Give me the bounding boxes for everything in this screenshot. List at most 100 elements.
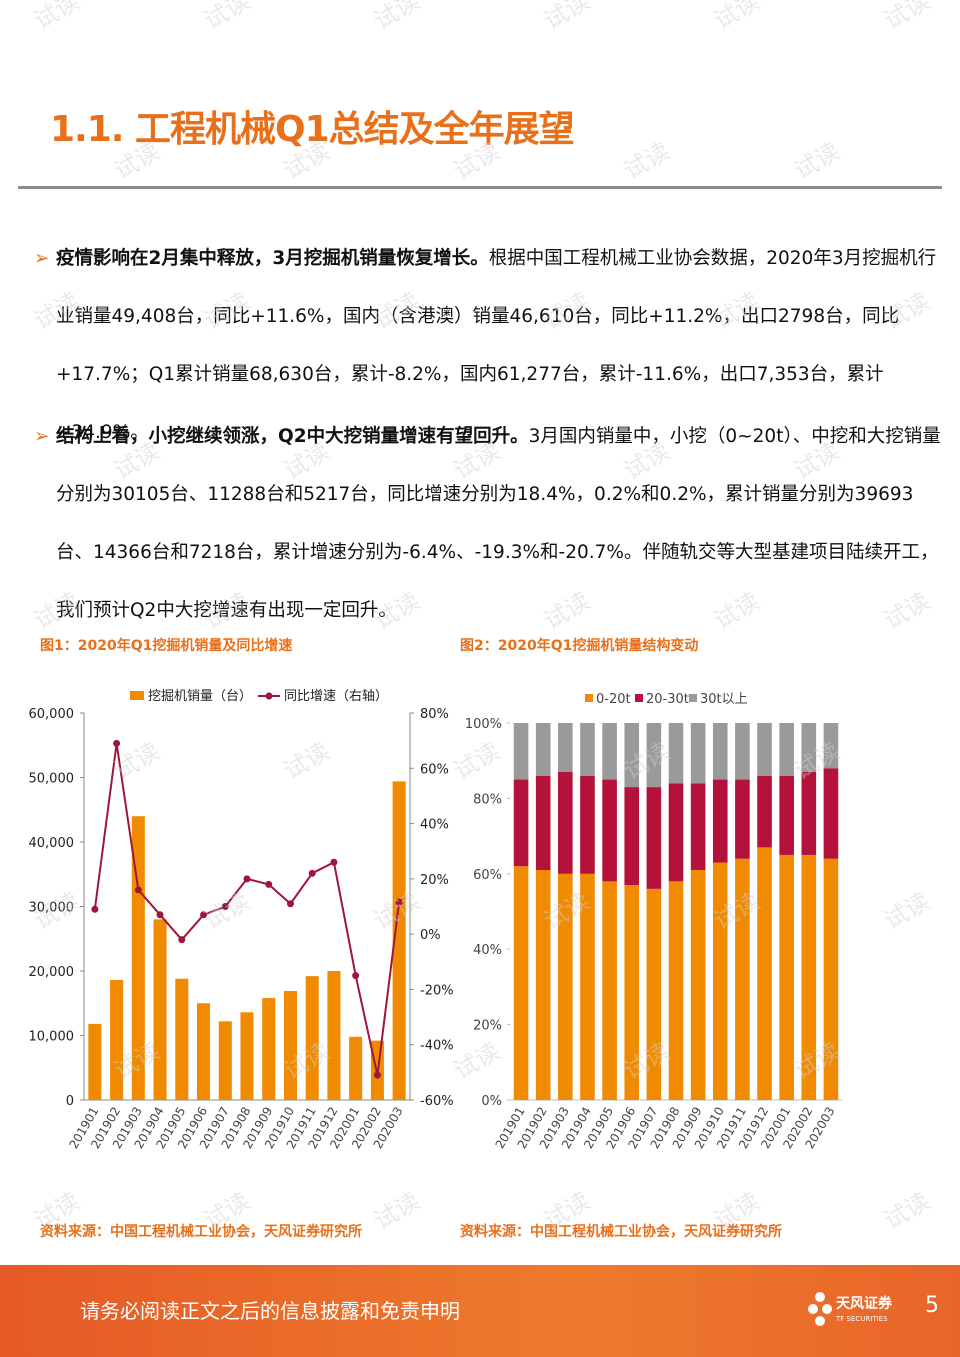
bar-segment <box>580 723 595 776</box>
figure-source: 资料来源：中国工程机械工业协会，天风证券研究所 <box>40 1223 362 1240</box>
y2-tick-label: -40% <box>420 1039 454 1054</box>
bar <box>88 1023 102 1100</box>
bar-segment <box>735 858 750 1100</box>
line-marker <box>113 739 121 747</box>
section-title: 1.1. 工程机械Q1总结及全年展望 <box>50 109 575 150</box>
bar-segment <box>801 854 817 1100</box>
legend-swatch <box>635 694 643 702</box>
bar-segment <box>823 768 839 859</box>
bar-segment <box>513 866 529 1100</box>
y-tick-label: 40,000 <box>29 836 75 851</box>
bar <box>240 1012 254 1100</box>
bar-segment <box>779 775 794 855</box>
y-tick-label: 50,000 <box>29 772 75 787</box>
bar <box>218 1021 232 1100</box>
paragraph-text: 3月国内销量中，小挖（0~20t）、中挖和大挖销量分别为30105台、11288… <box>56 426 941 621</box>
y-tick-label: 60% <box>473 868 502 883</box>
legend-swatch <box>130 691 144 700</box>
figure-title: 图2：2020年Q1挖掘机销量结构变动 <box>460 637 698 654</box>
bar-segment <box>558 772 573 874</box>
bullet: ➢ <box>34 248 50 269</box>
bar-segment <box>668 723 684 784</box>
bar-segment <box>690 783 706 871</box>
bar-segment <box>779 854 794 1100</box>
bar-segment <box>757 775 772 848</box>
bar <box>131 816 145 1100</box>
line-marker <box>200 911 208 919</box>
line-marker <box>352 972 360 980</box>
bar-segment <box>624 787 640 886</box>
bar-segment <box>624 723 640 788</box>
bar <box>349 1036 363 1100</box>
bar-segment <box>580 775 595 874</box>
bar-segment <box>823 723 839 769</box>
bar-segment <box>690 723 706 784</box>
line-marker <box>91 905 99 913</box>
y-tick-label: 20% <box>473 1019 502 1034</box>
disclaimer: 请务必阅读正文之后的信息披露和免责申明 <box>80 1299 460 1323</box>
y-tick-label: 60,000 <box>29 707 75 722</box>
legend-swatch <box>585 694 593 702</box>
bar <box>197 1003 211 1100</box>
bar-segment <box>580 873 595 1100</box>
footer: 请务必阅读正文之后的信息披露和免责申明 天风证券 TF SECURITIES 5 <box>0 1265 960 1357</box>
bar <box>262 998 276 1100</box>
page-number: 5 <box>925 1293 939 1318</box>
y-tick-label: 0 <box>66 1094 74 1109</box>
bar <box>110 980 124 1100</box>
y-tick-label: 80% <box>473 792 502 807</box>
bar-segment <box>646 787 662 889</box>
bar-segment <box>668 783 684 882</box>
line-marker <box>395 898 403 906</box>
bar-segment <box>602 723 617 780</box>
y-tick-label: 40% <box>473 943 502 958</box>
y2-tick-label: 20% <box>420 873 449 888</box>
bar-segment <box>668 881 684 1100</box>
y-tick-label: 30,000 <box>29 901 75 916</box>
legend-swatch <box>689 694 697 702</box>
bar <box>283 990 297 1100</box>
bar-segment <box>513 779 529 867</box>
y2-tick-label: 0% <box>420 928 441 943</box>
y-tick-label: 100% <box>465 717 502 732</box>
bar-segment <box>602 881 617 1100</box>
legend-label: 20-30t <box>646 692 689 707</box>
bullet: ➢ <box>34 426 50 447</box>
legend-swatch <box>265 692 273 700</box>
y-tick-label: 10,000 <box>29 1030 75 1045</box>
y-tick-label: 20,000 <box>29 965 75 980</box>
bar-segment <box>646 723 662 788</box>
bar-segment <box>712 723 728 780</box>
legend-label: 0-20t <box>596 692 631 707</box>
bar-segment <box>513 723 529 780</box>
bar-segment <box>735 779 750 859</box>
bar-segment <box>646 888 662 1100</box>
bar-segment <box>558 873 573 1100</box>
bar-segment <box>712 862 728 1100</box>
y2-tick-label: 80% <box>420 707 449 722</box>
line-marker <box>265 880 273 888</box>
paragraph: ➢ 结构上看，小挖继续领涨，Q2中大挖销量增速有望回升。3月国内销量中，小挖（0~… <box>34 408 946 640</box>
bar-segment <box>690 870 706 1100</box>
bar-segment <box>823 858 839 1100</box>
y2-tick-label: -60% <box>420 1094 454 1109</box>
y2-tick-label: 60% <box>420 762 449 777</box>
line-marker <box>178 936 186 944</box>
logo-text: 天风证券 <box>836 1296 892 1312</box>
legend-label: 挖掘机销量（台） <box>148 689 252 704</box>
line-marker <box>373 1071 381 1079</box>
charts: 图1：2020年Q1挖掘机销量及同比增速资料来源：中国工程机械工业协会，天风证券… <box>29 637 842 1240</box>
bar-segment <box>535 723 551 776</box>
bar-segment <box>535 870 551 1100</box>
logo-icon <box>808 1292 832 1326</box>
y-tick-label: 0% <box>481 1094 502 1109</box>
bar-segment <box>602 779 617 882</box>
y2-tick-label: 40% <box>420 818 449 833</box>
figure-title: 图1：2020年Q1挖掘机销量及同比增速 <box>40 637 292 654</box>
paragraph-text: 根据中国工程机械工业协会数据，2020年3月挖掘机行业销量49,408台，同比+… <box>56 248 937 443</box>
line-marker <box>221 903 229 910</box>
line-marker <box>243 875 251 883</box>
bar-segment <box>757 723 772 776</box>
legend-label: 30t以上 <box>700 692 748 707</box>
logo-subtext: TF SECURITIES <box>836 1315 888 1323</box>
